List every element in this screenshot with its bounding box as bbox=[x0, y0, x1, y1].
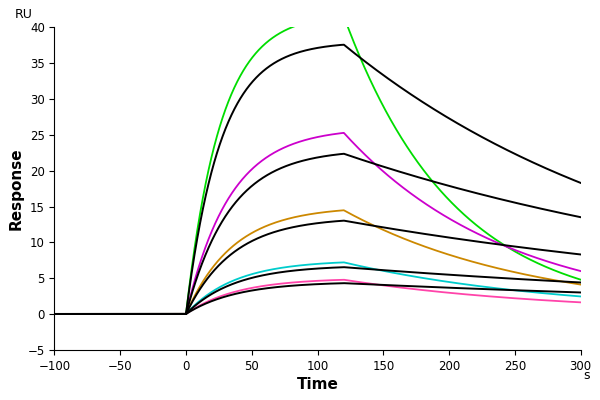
X-axis label: Time: Time bbox=[296, 377, 338, 392]
Text: RU: RU bbox=[15, 8, 33, 21]
Y-axis label: Response: Response bbox=[8, 147, 23, 230]
Text: s: s bbox=[583, 369, 590, 382]
